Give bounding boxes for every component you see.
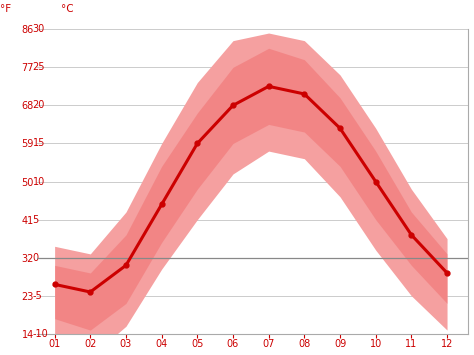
Text: 5: 5 [32, 215, 39, 225]
Text: -5: -5 [32, 291, 42, 301]
Text: 15: 15 [32, 138, 45, 148]
Text: °C: °C [61, 4, 73, 14]
Text: 20: 20 [32, 100, 45, 110]
Text: 30: 30 [32, 24, 45, 34]
Text: 10: 10 [32, 176, 45, 187]
Text: 25: 25 [32, 62, 45, 72]
Text: °F: °F [0, 4, 11, 14]
Text: 0: 0 [32, 253, 38, 263]
Text: -10: -10 [32, 329, 48, 339]
